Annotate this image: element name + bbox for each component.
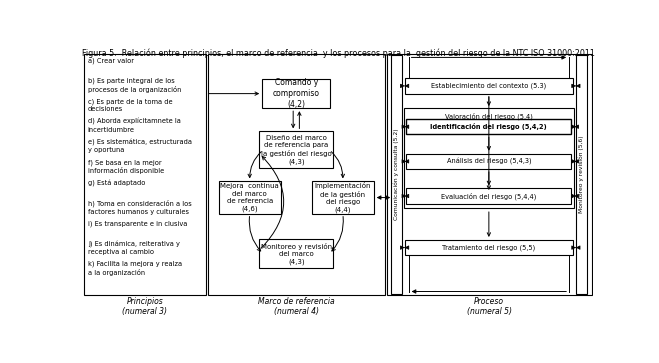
Bar bbox=[387, 54, 592, 295]
FancyArrowPatch shape bbox=[298, 112, 301, 129]
Text: Mejora  continua
del marco
de referencia
(4,6): Mejora continua del marco de referencia … bbox=[220, 183, 279, 212]
Bar bbox=[404, 108, 574, 208]
FancyArrowPatch shape bbox=[572, 125, 579, 129]
Text: Monitoreo y revisión
del marco
(4,3): Monitoreo y revisión del marco (4,3) bbox=[261, 242, 332, 265]
Text: Figura 5.  Relación entre principios, el marco de referencia  y los procesos par: Figura 5. Relación entre principios, el … bbox=[82, 48, 594, 58]
FancyArrowPatch shape bbox=[401, 84, 409, 87]
FancyArrowPatch shape bbox=[572, 194, 579, 198]
FancyArrowPatch shape bbox=[401, 246, 409, 249]
Bar bbox=[219, 182, 281, 214]
Text: e) Es sistemática, estructurada
y oportuna: e) Es sistemática, estructurada y oportu… bbox=[88, 139, 192, 153]
Bar bbox=[405, 240, 573, 255]
FancyArrowPatch shape bbox=[411, 56, 565, 59]
Text: Comando y
compromiso
(4,2): Comando y compromiso (4,2) bbox=[273, 78, 320, 109]
FancyArrowPatch shape bbox=[248, 152, 261, 178]
Bar bbox=[84, 54, 206, 295]
Text: Proceso
(numeral 5): Proceso (numeral 5) bbox=[467, 297, 512, 316]
FancyArrowPatch shape bbox=[487, 97, 490, 189]
FancyArrowPatch shape bbox=[291, 111, 295, 127]
Text: Valoración del riesgo (5,4): Valoración del riesgo (5,4) bbox=[445, 112, 532, 119]
Text: f) Se basa en la mejor
información disponible: f) Se basa en la mejor información dispo… bbox=[88, 159, 164, 174]
Bar bbox=[391, 55, 402, 294]
FancyArrowPatch shape bbox=[487, 212, 490, 236]
Text: k) Facilita la mejora y realza
a la organización: k) Facilita la mejora y realza a la orga… bbox=[88, 261, 182, 276]
Text: j) Es dinámica, reiterativa y
receptiva al cambio: j) Es dinámica, reiterativa y receptiva … bbox=[88, 241, 180, 255]
Text: Diseño del marco
de referencia para
la gestión del riesgo
(4,3): Diseño del marco de referencia para la g… bbox=[261, 135, 331, 165]
Text: Comunicación y consulta (5.2): Comunicación y consulta (5.2) bbox=[393, 129, 399, 220]
FancyArrowPatch shape bbox=[487, 137, 490, 150]
Bar bbox=[208, 54, 385, 295]
Text: h) Toma en consideración a los
factores humanos y culturales: h) Toma en consideración a los factores … bbox=[88, 200, 192, 215]
Text: Análisis del riesgo (5,4,3): Análisis del riesgo (5,4,3) bbox=[447, 158, 531, 165]
FancyArrowPatch shape bbox=[572, 160, 579, 163]
Text: c) Es parte de la toma de
decisiones: c) Es parte de la toma de decisiones bbox=[88, 98, 173, 112]
FancyArrowPatch shape bbox=[331, 152, 345, 178]
FancyArrowPatch shape bbox=[413, 290, 566, 293]
FancyArrowPatch shape bbox=[572, 84, 580, 87]
Bar bbox=[260, 239, 333, 268]
Bar bbox=[407, 154, 571, 169]
FancyArrowPatch shape bbox=[487, 172, 490, 184]
FancyArrowPatch shape bbox=[249, 216, 261, 251]
Bar bbox=[260, 131, 333, 168]
Text: Establecimiento del contexto (5.3): Establecimiento del contexto (5.3) bbox=[431, 83, 546, 89]
Text: i) Es transparente e in clusiva: i) Es transparente e in clusiva bbox=[88, 220, 187, 227]
Text: Principios
(numeral 3): Principios (numeral 3) bbox=[123, 297, 167, 316]
Text: Implementación
de la gestión
del riesgo
(4,4): Implementación de la gestión del riesgo … bbox=[314, 182, 371, 213]
FancyArrowPatch shape bbox=[402, 160, 409, 163]
Text: d) Aborda explícitamnete la
incertidumbre: d) Aborda explícitamnete la incertidumbr… bbox=[88, 118, 181, 133]
Text: a) Crear valor: a) Crear valor bbox=[88, 57, 134, 64]
FancyArrowPatch shape bbox=[262, 156, 284, 248]
Text: Tratamiento del riesgo (5,5): Tratamiento del riesgo (5,5) bbox=[442, 244, 536, 251]
FancyArrowPatch shape bbox=[572, 246, 580, 249]
FancyArrowPatch shape bbox=[487, 97, 490, 105]
FancyArrowPatch shape bbox=[208, 92, 258, 95]
Text: Evaluación del riesgo (5,4,4): Evaluación del riesgo (5,4,4) bbox=[441, 192, 536, 200]
Text: Identificación del riesgo (5,4,2): Identificación del riesgo (5,4,2) bbox=[430, 123, 547, 130]
Text: Marco de referencia
(numeral 4): Marco de referencia (numeral 4) bbox=[258, 297, 335, 316]
FancyArrowPatch shape bbox=[402, 194, 409, 198]
Bar bbox=[262, 79, 330, 108]
Text: b) Es parte integral de los
procesos de la organización: b) Es parte integral de los procesos de … bbox=[88, 78, 181, 93]
Text: Monitoreo y revisión (5,6): Monitoreo y revisión (5,6) bbox=[579, 136, 585, 213]
FancyArrowPatch shape bbox=[378, 196, 389, 199]
Bar bbox=[407, 188, 571, 204]
Bar bbox=[312, 182, 374, 214]
FancyArrowPatch shape bbox=[402, 125, 409, 129]
Bar bbox=[407, 119, 571, 134]
FancyArrowPatch shape bbox=[332, 216, 343, 251]
Bar bbox=[576, 55, 587, 294]
Bar bbox=[405, 78, 573, 94]
Text: g) Está adaptado: g) Está adaptado bbox=[88, 180, 145, 187]
